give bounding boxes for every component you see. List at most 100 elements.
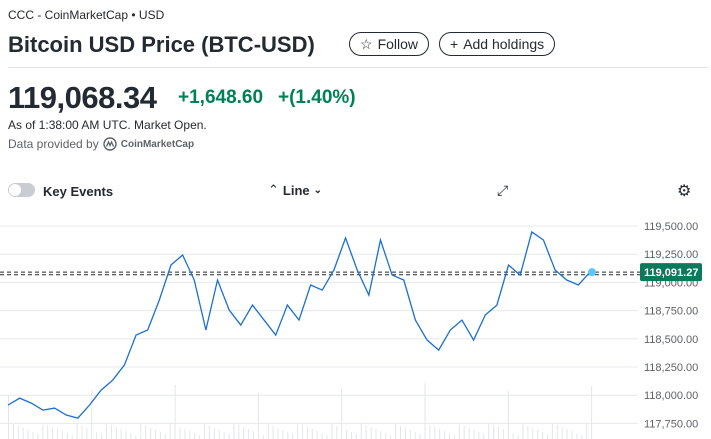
volume-bar <box>331 424 333 439</box>
volume-bar <box>375 429 377 439</box>
volume-bar <box>527 426 529 439</box>
volume-bar <box>346 430 348 439</box>
volume-bar <box>385 433 387 439</box>
volume-bar <box>326 435 328 439</box>
line-chart-icon: ⌃ <box>268 182 279 197</box>
volume-bar <box>140 424 142 439</box>
current-price-label: 119,091.27 <box>644 267 698 279</box>
volume-bar <box>135 435 137 439</box>
volume-bar <box>404 428 406 439</box>
volume-bar <box>547 434 548 439</box>
volume-bar <box>228 434 230 439</box>
volume-bar <box>556 425 558 439</box>
volume-bar <box>522 424 524 439</box>
key-events-label: Key Events <box>43 184 114 199</box>
data-provider: Data provided by CoinMarketCap <box>8 137 194 151</box>
volume-bar <box>248 429 250 439</box>
volume-bar <box>478 432 480 439</box>
add-holdings-button[interactable]: + Add holdings <box>439 32 556 56</box>
volume-bar <box>561 427 563 439</box>
key-events-toggle[interactable] <box>8 183 35 197</box>
y-tick-label: 118,250.00 <box>644 362 698 374</box>
volume-bar <box>130 433 132 439</box>
volume-bar <box>223 432 225 439</box>
volume-bar <box>571 431 573 439</box>
volume-bar <box>8 395 9 439</box>
volume-bar <box>517 435 519 439</box>
volume-bar <box>311 429 313 439</box>
volume-bar <box>336 426 338 439</box>
volume-bar <box>277 428 279 439</box>
volume-bar <box>370 427 372 439</box>
volume-bar <box>502 429 504 439</box>
volume-bar <box>591 386 593 439</box>
volume-bar <box>473 430 475 439</box>
volume-bar <box>292 434 294 439</box>
volume-bar <box>17 426 19 439</box>
volume-bar <box>57 429 58 439</box>
volume-bar <box>424 383 426 439</box>
volume-bar <box>414 432 416 439</box>
volume-bar <box>125 431 127 439</box>
volume-bar <box>150 428 152 439</box>
volume-bar <box>498 427 499 439</box>
volume-bar <box>566 429 568 439</box>
volume-bar <box>76 424 78 439</box>
current-price-badge <box>640 263 702 282</box>
volume-bar <box>532 428 534 439</box>
volume-bar <box>351 432 352 439</box>
price: 119,068.34 <box>8 80 157 115</box>
volume-bar <box>458 424 460 439</box>
volume-bar <box>360 423 362 439</box>
volume-bar <box>27 430 29 439</box>
volume-bar <box>213 428 215 439</box>
volume-bar <box>22 428 24 439</box>
volume-bar <box>581 435 583 439</box>
y-tick-label: 119,500.00 <box>644 221 698 233</box>
volume-bar <box>576 433 578 439</box>
volume-bar <box>355 434 357 439</box>
volume-bar <box>390 435 392 439</box>
price-chart[interactable]: 119,500.00119,250.00119,000.00118,750.00… <box>0 215 711 439</box>
volume-bar <box>42 423 44 439</box>
volume-bar <box>189 431 191 439</box>
volume-bar <box>586 424 588 439</box>
volume-bar <box>316 431 318 439</box>
volume-bar <box>37 434 39 439</box>
volume-bar <box>164 434 166 439</box>
volume-bar <box>272 426 274 439</box>
coinmarketcap-logo-icon <box>103 137 117 151</box>
volume-bar <box>302 425 303 439</box>
chart-type-dropdown[interactable]: ⌃ Line ⌄ <box>268 182 322 198</box>
volume-bar <box>400 426 401 439</box>
volume-bar <box>169 423 171 439</box>
volume-bar <box>449 433 450 439</box>
volume-bar <box>262 435 264 439</box>
as-of-time: As of 1:38:00 AM UTC. Market Open. <box>8 118 207 132</box>
volume-bar <box>174 385 176 439</box>
gear-icon[interactable]: ⚙ <box>677 183 692 200</box>
volume-bar <box>321 433 323 439</box>
volume-bar <box>444 431 446 439</box>
volume-bar <box>282 430 284 439</box>
volume-bar <box>155 430 156 439</box>
volume-bar <box>453 435 455 439</box>
volume-bar <box>409 430 411 439</box>
volume-bar <box>267 424 269 439</box>
follow-button[interactable]: ☆ Follow <box>349 32 430 56</box>
current-price-dot <box>588 268 596 277</box>
volume-bar <box>86 428 88 439</box>
volume-bar <box>115 427 117 439</box>
volume-bar <box>110 425 112 439</box>
expand-icon[interactable]: ⤢ <box>497 182 509 198</box>
volume-bar <box>233 423 235 439</box>
volume-bar <box>551 423 553 439</box>
volume-bar <box>493 425 495 439</box>
volume-bar <box>483 434 485 439</box>
volume-bar <box>419 434 421 439</box>
breadcrumb: CCC - CoinMarketCap • USD <box>8 8 165 22</box>
y-tick-label: 117,750.00 <box>644 418 698 430</box>
volume-bar <box>537 430 539 439</box>
volume-bar <box>253 431 254 439</box>
volume-bar <box>32 432 34 439</box>
